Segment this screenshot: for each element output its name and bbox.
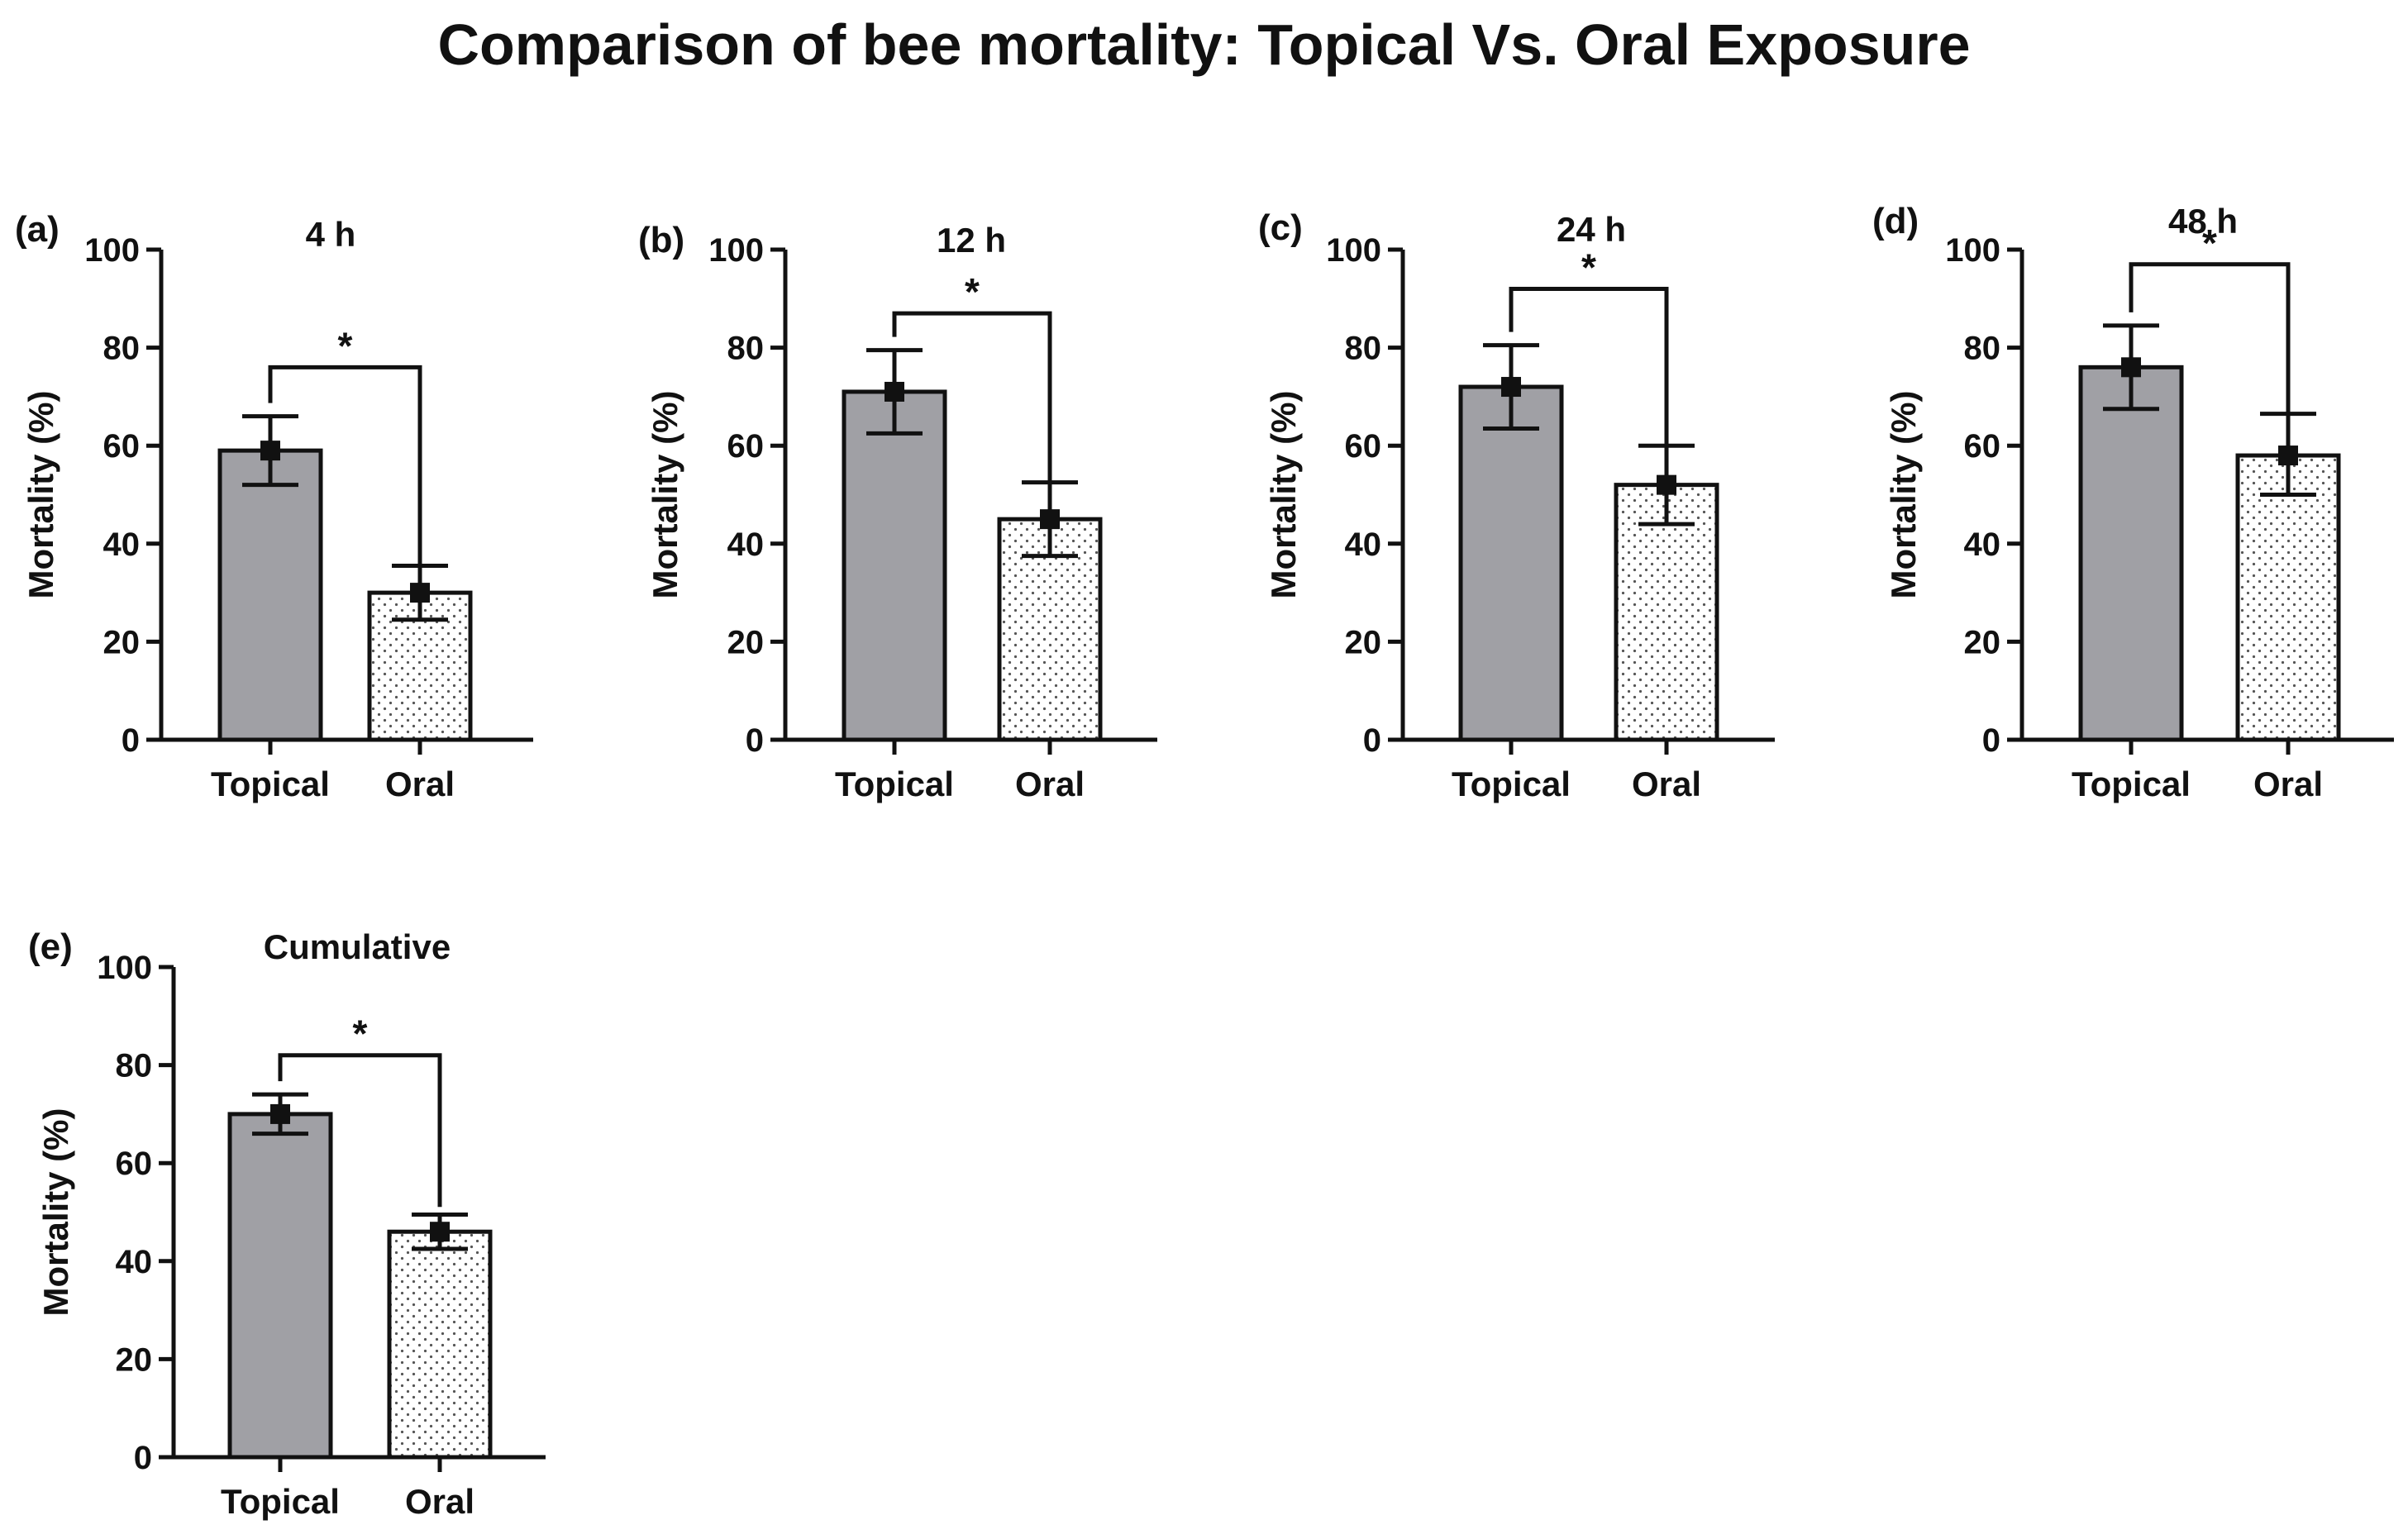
significance-bracket: [268, 364, 422, 569]
y-tick-label: 60: [1964, 428, 2001, 465]
y-tick-label: 20: [1345, 624, 1382, 660]
x-category-label: Oral: [2253, 765, 2323, 803]
significance-bracket: [2129, 262, 2291, 431]
y-tick-label: 0: [746, 722, 764, 759]
y-tick-label: 40: [103, 526, 141, 563]
mean-marker-oral: [2278, 446, 2298, 466]
y-tick-label: 40: [1964, 526, 2001, 563]
panel-a: (a) 4 h Mortality (%) 0 20 40 60 80 100 Topical Or…: [15, 209, 533, 803]
bar-topical: [2078, 364, 2184, 742]
x-category-label: Oral: [405, 1482, 474, 1521]
y-tick-label: 100: [708, 232, 764, 269]
y-tick-label: 80: [1345, 331, 1382, 367]
y-tick-label: 100: [1945, 232, 2000, 269]
y-tick-label: 0: [122, 722, 140, 759]
x-category-label: Oral: [1015, 765, 1085, 803]
x-category-label: Topical: [835, 765, 954, 803]
panel-b: (b) 12 h Mortality (%) 0 20 40 60 80 100 Topical O…: [638, 220, 1157, 803]
x-category-label: Topical: [2072, 765, 2191, 803]
bar-topical: [227, 1112, 333, 1460]
bar-oral: [2235, 453, 2341, 742]
y-tick-label: 100: [84, 232, 140, 269]
significance-bracket: [892, 311, 1052, 495]
panel-letter: (e): [28, 927, 73, 967]
panel-title: 12 h: [937, 221, 1006, 260]
y-tick-label: 0: [1982, 722, 2000, 759]
x-category-label: Topical: [1452, 765, 1571, 803]
bar-topical: [842, 389, 947, 742]
significance-star: *: [1581, 245, 1596, 288]
mean-marker-topical: [1501, 377, 1521, 398]
mean-marker-oral: [410, 583, 430, 603]
panel-letter: (c): [1258, 207, 1303, 248]
x-category-label: Topical: [211, 765, 330, 803]
mean-marker-topical: [270, 1103, 290, 1124]
y-tick-label: 60: [103, 428, 141, 465]
panel-title: 48 h: [2168, 202, 2238, 241]
bar-topical: [217, 448, 323, 742]
significance-star: *: [338, 324, 353, 367]
x-category-label: Oral: [1632, 765, 1701, 803]
y-tick-label: 80: [116, 1048, 153, 1084]
y-tick-label: 60: [1345, 428, 1382, 465]
y-axis-label: Mortality (%): [646, 391, 684, 599]
significance-star: *: [2202, 222, 2217, 264]
significance-bracket: [278, 1053, 442, 1208]
panel-title: 4 h: [306, 215, 356, 254]
y-tick-label: 100: [97, 950, 152, 986]
y-tick-label: 100: [1326, 232, 1381, 269]
mean-marker-topical: [260, 441, 280, 461]
mean-marker-oral: [430, 1222, 450, 1242]
significance-star: *: [965, 270, 980, 313]
y-axis-label: Mortality (%): [1264, 391, 1303, 599]
y-tick-label: 60: [727, 428, 765, 465]
y-tick-label: 80: [727, 331, 765, 367]
panel-title: Cumulative: [264, 927, 451, 966]
bar-oral: [387, 1229, 493, 1460]
y-tick-label: 40: [1345, 526, 1382, 563]
mean-marker-topical: [885, 381, 904, 402]
panel-c: (c) 24 h Mortality (%) 0 20 40 60 80 100 Topical O…: [1258, 207, 1775, 803]
panel-d: (d) 48 h Mortality (%) 0 20 40 60 80 100 Topical O…: [1872, 201, 2394, 803]
y-tick-label: 0: [1363, 722, 1381, 759]
y-tick-label: 40: [727, 526, 765, 563]
y-axis-label: Mortality (%): [36, 1108, 75, 1317]
y-tick-label: 80: [1964, 331, 2001, 367]
mean-marker-topical: [2121, 357, 2141, 378]
y-tick-label: 20: [1964, 624, 2001, 660]
mean-marker-oral: [1040, 509, 1060, 530]
y-tick-label: 40: [116, 1244, 153, 1280]
mean-marker-oral: [1657, 474, 1676, 495]
bar-topical: [1458, 384, 1564, 742]
y-tick-label: 60: [116, 1146, 153, 1182]
panel-letter: (b): [638, 220, 684, 260]
panel-letter: (d): [1872, 201, 1919, 241]
x-category-label: Oral: [385, 765, 455, 803]
panel-title: 24 h: [1557, 210, 1626, 249]
y-tick-label: 20: [727, 624, 765, 660]
significance-star: *: [353, 1012, 368, 1055]
y-tick-label: 20: [116, 1341, 153, 1378]
y-axis-label: Mortality (%): [1884, 391, 1923, 599]
significance-bracket: [1509, 286, 1669, 460]
y-tick-label: 20: [103, 624, 141, 660]
y-tick-label: 80: [103, 331, 141, 367]
figure-title: Comparison of bee mortality: Topical Vs.…: [437, 12, 1971, 77]
panel-e: (e) Cumulative Mortality (%) 0 20 40 60 80 100 To…: [28, 927, 546, 1521]
y-tick-label: 0: [134, 1440, 152, 1476]
y-axis-label: Mortality (%): [21, 391, 60, 599]
x-category-label: Topical: [221, 1482, 340, 1521]
panel-letter: (a): [15, 209, 60, 250]
